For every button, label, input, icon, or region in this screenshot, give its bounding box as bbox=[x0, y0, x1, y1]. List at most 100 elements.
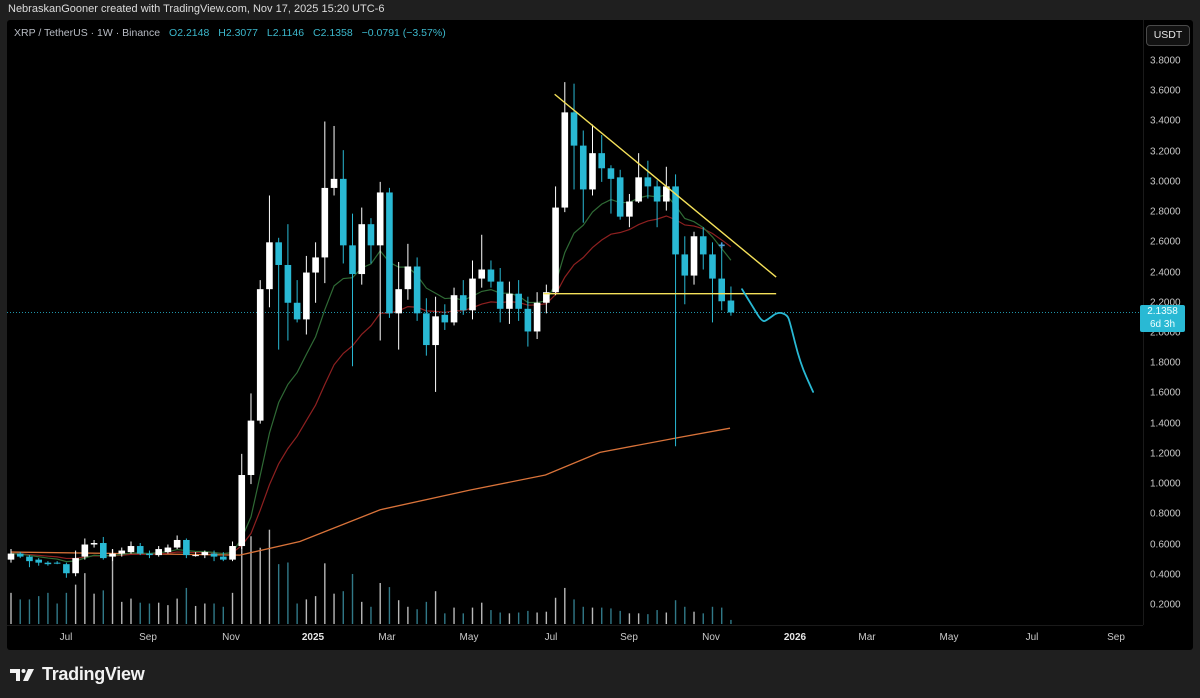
volume-bar bbox=[361, 601, 363, 624]
candle-body bbox=[672, 186, 679, 255]
volume-bar bbox=[84, 573, 86, 624]
candle-body bbox=[709, 254, 716, 279]
symbol-name[interactable]: XRP / TetherUS · 1W · Binance bbox=[14, 27, 161, 39]
volume-bar bbox=[397, 600, 400, 624]
volume-bar bbox=[28, 599, 31, 624]
candle-body bbox=[552, 207, 559, 293]
high-label: H bbox=[218, 27, 226, 39]
close-value: 2.1358 bbox=[320, 27, 353, 39]
volume-bar bbox=[250, 536, 252, 624]
candle-body bbox=[136, 546, 144, 554]
candle-body bbox=[81, 544, 89, 557]
slow-moving-average-line bbox=[10, 427, 731, 556]
last-price-value: 2.1358 bbox=[1147, 306, 1178, 317]
volume-bar bbox=[93, 593, 95, 624]
volume-bar bbox=[702, 613, 704, 624]
volume-bar bbox=[499, 612, 501, 624]
candle-body bbox=[432, 316, 439, 346]
candle-body bbox=[201, 552, 209, 556]
volume-bar bbox=[379, 583, 381, 624]
volume-bar bbox=[102, 590, 104, 624]
volume-bar bbox=[268, 529, 271, 624]
volume-bar bbox=[545, 611, 548, 624]
candle-body bbox=[423, 313, 430, 346]
tradingview-logo[interactable]: TradingView bbox=[10, 664, 145, 685]
candle-body bbox=[109, 553, 116, 557]
volume-bar bbox=[711, 606, 714, 624]
candle-body bbox=[7, 553, 15, 560]
volume-bar bbox=[674, 600, 677, 624]
change-value: −0.0791 (−3.57%) bbox=[361, 27, 446, 39]
candle-body bbox=[127, 546, 135, 553]
candle-body bbox=[146, 553, 153, 556]
price-tick-label: 2.0000 bbox=[1150, 327, 1181, 339]
volume-bar bbox=[121, 601, 123, 624]
volume-bar bbox=[351, 573, 354, 624]
volume-bar bbox=[194, 605, 197, 624]
volume-bar bbox=[139, 602, 141, 624]
volume-bar bbox=[434, 591, 437, 624]
price-tick-label: 1.6000 bbox=[1150, 387, 1181, 399]
candle-body bbox=[321, 187, 329, 258]
volume-bar bbox=[65, 592, 68, 624]
candle-body bbox=[533, 302, 541, 332]
candle-body bbox=[358, 224, 366, 275]
volume-bar bbox=[416, 609, 418, 624]
price-tick-label: 1.2000 bbox=[1150, 448, 1181, 460]
candle-body bbox=[275, 242, 282, 265]
price-tick-label: 1.4000 bbox=[1150, 418, 1181, 430]
candle-body bbox=[690, 236, 698, 276]
time-tick-label: Nov bbox=[222, 632, 240, 643]
time-tick-label: Sep bbox=[139, 632, 157, 643]
volume-bar bbox=[665, 612, 668, 624]
candle-body bbox=[441, 314, 449, 323]
volume-bar bbox=[527, 610, 529, 624]
volume-bar bbox=[601, 607, 603, 624]
volume-bar bbox=[56, 603, 58, 624]
volume-bar bbox=[425, 601, 428, 624]
chart-panel[interactable] bbox=[7, 20, 1193, 650]
volume-bar bbox=[333, 593, 335, 624]
tradingview-logo-icon bbox=[10, 668, 34, 681]
candle-body bbox=[376, 192, 384, 246]
currency-button[interactable]: USDT bbox=[1146, 25, 1190, 46]
volume-bar bbox=[47, 592, 49, 624]
price-tick-label: 0.6000 bbox=[1150, 539, 1181, 551]
candle-body bbox=[496, 281, 504, 309]
volume-bar bbox=[296, 603, 298, 624]
mid-moving-average-line bbox=[10, 215, 732, 560]
volume-bar bbox=[277, 564, 280, 624]
chart-credit: NebraskanGooner created with TradingView… bbox=[8, 3, 385, 15]
time-tick-label: May bbox=[459, 632, 479, 643]
time-axis-separator bbox=[7, 625, 1143, 626]
volume-bar bbox=[693, 611, 695, 624]
candle-body bbox=[469, 278, 476, 311]
open-value: 2.2148 bbox=[177, 27, 210, 39]
time-tick-label: Nov bbox=[702, 632, 720, 643]
volume-bar bbox=[508, 613, 511, 624]
candle-body bbox=[450, 295, 458, 323]
volume-bar bbox=[730, 619, 732, 624]
candle-body bbox=[303, 272, 310, 320]
candle-body bbox=[229, 546, 236, 560]
volume-bar bbox=[19, 599, 21, 624]
candle-body bbox=[718, 278, 726, 302]
candle-body bbox=[183, 539, 190, 556]
volume-bar bbox=[564, 587, 566, 624]
volume-bar bbox=[684, 606, 686, 624]
candle-body bbox=[699, 236, 707, 255]
volume-bar bbox=[619, 610, 621, 624]
volume-bar bbox=[591, 607, 594, 624]
candle-body bbox=[155, 549, 162, 556]
volume-bar bbox=[388, 587, 391, 624]
candle-body bbox=[589, 153, 596, 190]
candle-body bbox=[663, 186, 670, 202]
price-tick-label: 3.4000 bbox=[1150, 115, 1181, 127]
candle-body bbox=[247, 420, 255, 476]
price-tick-label: 0.8000 bbox=[1150, 508, 1181, 520]
candle-body bbox=[72, 558, 79, 574]
price-tick-label: 1.8000 bbox=[1150, 357, 1181, 369]
price-tick-label: 2.2000 bbox=[1150, 297, 1181, 309]
low-label: L bbox=[266, 27, 273, 39]
